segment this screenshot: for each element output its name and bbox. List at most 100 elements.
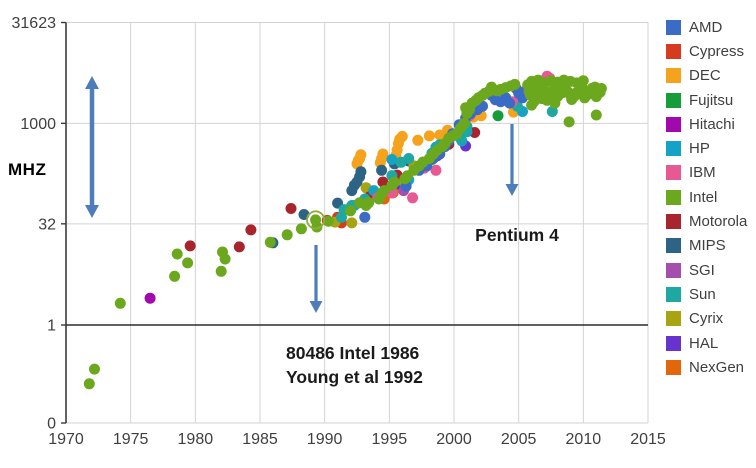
gridlines [66, 21, 649, 424]
legend-label: DEC [689, 67, 721, 85]
legend-label: Hitachi [689, 115, 735, 133]
annotation-text: Pentium 4 [475, 225, 559, 245]
legend-swatch-nexgen [666, 359, 681, 375]
data-point [376, 164, 388, 176]
legend-swatch-sun [666, 286, 681, 302]
y-tick-label: 32 [38, 216, 56, 233]
legend-item-cypress: Cypress [666, 39, 756, 63]
y-tick-label: 1 [47, 318, 56, 335]
legend-swatch-ibm [666, 165, 681, 181]
legend-swatch-hitachi [666, 116, 681, 132]
data-point [563, 116, 575, 128]
legend-item-ibm: IBM [666, 161, 756, 185]
legend-swatch-amd [666, 19, 681, 35]
y-axis-title: MHZ [8, 160, 47, 179]
data-point [396, 130, 408, 142]
series-hitachi [144, 292, 156, 304]
legend-item-mips: MIPS [666, 234, 756, 258]
y-tick-label: 1000 [20, 116, 56, 133]
legend-swatch-hal [666, 335, 681, 351]
data-point [355, 149, 367, 161]
data-point [423, 130, 435, 142]
legend-item-cyrix: Cyrix [666, 307, 756, 331]
data-point [407, 192, 419, 204]
data-point [386, 154, 398, 165]
annotation-text: 80486 Intel 1986 [286, 343, 420, 363]
x-tick-label: 1985 [242, 431, 278, 448]
data-point [595, 83, 607, 94]
data-point [114, 297, 126, 309]
x-tick-label: 2005 [501, 431, 537, 448]
x-tick-label: 1970 [48, 431, 84, 448]
highlight-ring [306, 210, 326, 230]
data-point [412, 134, 424, 146]
data-point [377, 176, 389, 188]
legend-item-fujitsu: Fujitsu [666, 88, 756, 112]
x-tick-label: 2010 [566, 431, 602, 448]
data-point [346, 217, 358, 229]
legend-swatch-dec [666, 68, 681, 84]
legend-swatch-mips [666, 238, 681, 254]
data-point [403, 153, 415, 164]
legend-label: IBM [689, 164, 716, 182]
legend-item-sgi: SGI [666, 258, 756, 282]
legend-label: Intel [689, 188, 718, 206]
data-point [546, 106, 558, 117]
legend-label: SGI [689, 261, 715, 279]
legend-swatch-cyrix [666, 311, 681, 327]
data-point [389, 176, 400, 188]
data-point [577, 75, 589, 87]
data-point [363, 197, 375, 209]
legend-swatch-intel [666, 189, 681, 205]
x-tick-label: 1975 [113, 431, 149, 448]
data-point [144, 292, 156, 304]
legend: AMD Cypress DEC Fujitsu Hitachi HP IBM Intel Mot… [666, 15, 756, 379]
legend-swatch-fujitsu [666, 92, 681, 108]
data-point [285, 203, 297, 214]
legend-label: AMD [689, 18, 723, 36]
data-point [311, 221, 323, 233]
data-point [323, 215, 334, 227]
legend-label: Motorola [689, 213, 748, 231]
data-point [378, 185, 390, 197]
series-intel [83, 74, 607, 390]
axis-lines [61, 21, 648, 424]
legend-label: HP [689, 140, 710, 158]
legend-item-intel: Intel [666, 185, 756, 209]
data-point [355, 166, 367, 178]
x-tick-label: 2015 [630, 431, 666, 448]
legend-label: Sun [689, 285, 716, 303]
y-tick-label: 0 [47, 416, 56, 433]
legend-item-sun: Sun [666, 282, 756, 306]
legend-item-motorola: Motorola [666, 209, 756, 233]
legend-label: HAL [689, 334, 719, 352]
data-point [215, 265, 227, 277]
legend-item-amd: AMD [666, 15, 756, 39]
legend-label: Fujitsu [689, 91, 734, 109]
legend-label: Cyrix [689, 310, 724, 328]
data-point [492, 110, 504, 122]
legend-item-hp: HP [666, 136, 756, 160]
legend-item-hitachi: Hitachi [666, 112, 756, 136]
data-point [233, 241, 245, 253]
data-point [509, 78, 521, 90]
legend-swatch-sgi [666, 262, 681, 278]
data-point [345, 205, 356, 217]
data-point [169, 270, 181, 282]
annotation-arrows [85, 76, 519, 313]
data-point [184, 240, 196, 252]
data-point [590, 109, 602, 121]
data-point [245, 224, 257, 236]
data-point [430, 164, 442, 176]
data-point [377, 148, 389, 160]
legend-label: Cypress [689, 42, 745, 60]
x-tick-label: 1995 [372, 431, 408, 448]
legend-item-dec: DEC [666, 64, 756, 88]
data-point [264, 236, 276, 248]
annotation-pentium4: Pentium 4 [475, 225, 559, 245]
y-tick-label: 31623 [12, 15, 57, 32]
legend-swatch-motorola [666, 214, 681, 230]
